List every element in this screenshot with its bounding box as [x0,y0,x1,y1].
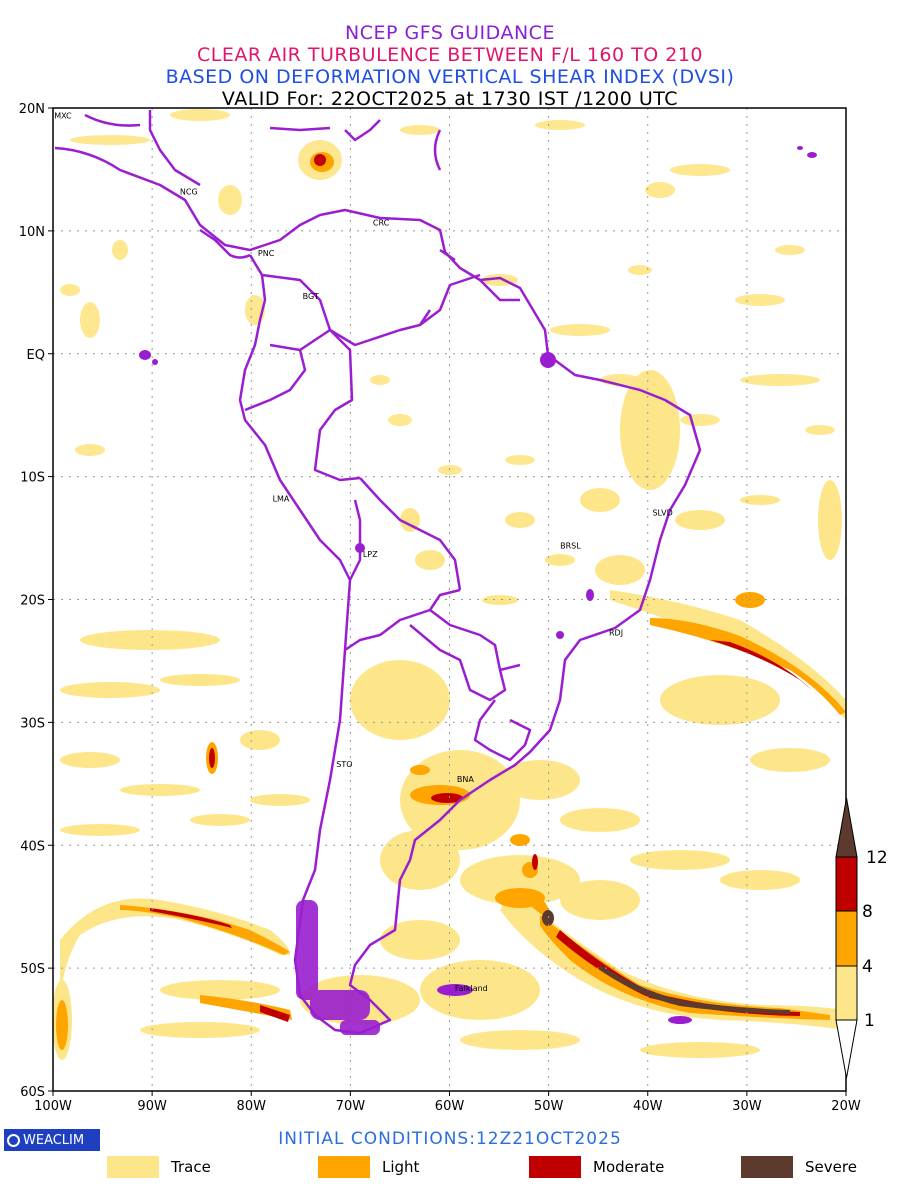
lon-label: 80W [237,1099,267,1114]
islands [139,146,817,1024]
city-label: BGT [303,292,319,301]
fjord-archipelago [296,900,380,1035]
lat-label: 20S [20,594,45,609]
logo-ring-icon [7,1133,20,1147]
lon-label: 40W [633,1099,663,1114]
city-label: SLVD [652,508,672,517]
latitude-labels: 20N 10N EQ 10S 20S 30S 40S 50S 60S [19,102,45,1100]
legend-swatch-trace [107,1156,159,1178]
city-label: PNC [258,249,275,258]
city-labels: MXC NCG PNC CRC BGT LMA LPZ BRSL SLVD RDJ STO BNA Fa… [54,111,673,992]
longitude-labels: 100W 90W 80W 70W 60W 50W 40W 30W 20W [34,1099,861,1114]
title-line-2: CLEAR AIR TURBULENCE BETWEEN F/L 160 TO … [196,44,704,66]
axis-ticks [48,107,847,1096]
legend-label-trace: Trace [171,1158,211,1176]
title-line-4: VALID For: 22OCT2025 at 1730 IST /1200 U… [221,88,679,110]
city-label: Falkland [455,984,488,993]
city-label: NCG [180,188,198,197]
turbulence-map: 20N 10N EQ 10S 20S 30S 40S 50S 60S 100W 90W 80W 70W… [19,102,888,1114]
lon-label: 50W [534,1099,564,1114]
lat-label: 30S [20,716,45,731]
city-label: BNA [457,775,474,784]
legend-trace: Trace [107,1155,211,1179]
colorbar-tick-1: 1 [864,1011,875,1031]
turbulence-fields [53,109,846,1060]
lat-label: 60S [20,1085,45,1100]
lon-label: 70W [336,1099,366,1114]
lat-label: 10N [19,225,45,240]
city-label: LMA [273,495,290,504]
legend-swatch-moderate [529,1156,581,1178]
legend-swatch-light [318,1156,370,1178]
title-line-1: NCEP GFS GUIDANCE [345,22,555,44]
city-label: CRC [373,218,390,227]
lat-label: 10S [20,471,45,486]
lon-label: 100W [34,1099,72,1114]
legend-label-severe: Severe [805,1158,857,1176]
lat-label: 40S [20,839,45,854]
initial-conditions: INITIAL CONDITIONS:12Z21OCT2025 [278,1129,622,1149]
legend-moderate: Moderate [529,1155,664,1179]
lon-label: 30W [732,1099,762,1114]
lat-label: 50S [20,962,45,977]
lon-label: 90W [137,1099,167,1114]
lat-label: 20N [19,102,45,117]
coastlines [54,110,702,1035]
city-label: MXC [54,111,72,120]
colorbar: 1 4 8 12 [835,797,888,1079]
colorbar-tick-4: 4 [862,957,873,977]
lat-label: EQ [27,348,45,363]
colorbar-tick-12: 12 [866,848,888,868]
logo-text: WEACLIM [23,1132,85,1148]
colorbar-tick-8: 8 [862,902,873,922]
title-line-3: BASED ON DEFORMATION VERTICAL SHEAR INDE… [165,66,735,88]
legend-light: Light [318,1155,419,1179]
legend-swatch-severe [741,1156,793,1178]
city-label: RDJ [609,629,623,638]
legend-label-moderate: Moderate [593,1158,665,1176]
legend-label-light: Light [382,1158,420,1176]
lon-label: 60W [435,1099,465,1114]
city-label: LPZ [363,550,378,559]
city-label: STO [336,760,352,769]
lon-label: 20W [831,1099,861,1114]
legend-severe: Severe [741,1155,857,1179]
weaclim-logo: WEACLIM [4,1129,100,1151]
city-label: BRSL [560,541,581,550]
